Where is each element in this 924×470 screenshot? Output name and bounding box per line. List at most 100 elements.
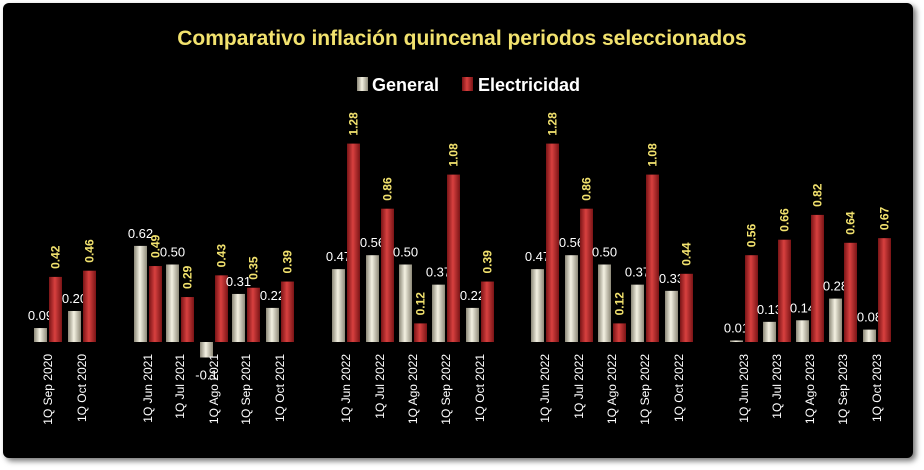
legend-swatch-general bbox=[357, 77, 368, 91]
data-label-general-3: 0.50 bbox=[160, 245, 185, 260]
legend-label-general: General bbox=[372, 75, 439, 95]
data-label-electricidad-3: 0.29 bbox=[181, 265, 195, 289]
data-label-electricidad-16: 0.44 bbox=[680, 242, 694, 266]
bar-electricidad-11 bbox=[481, 281, 494, 342]
bar-electricidad-20 bbox=[844, 242, 857, 342]
data-label-electricidad-7: 1.28 bbox=[347, 112, 361, 136]
data-label-general-5: 0.31 bbox=[226, 274, 251, 289]
data-label-general-7: 0.47 bbox=[326, 249, 351, 264]
bar-electricidad-13 bbox=[580, 208, 593, 342]
data-label-electricidad-6: 0.39 bbox=[281, 250, 295, 274]
bar-general-12 bbox=[531, 269, 544, 342]
legend-swatch-electricidad bbox=[462, 77, 473, 91]
plot-area: 0.09 0.42 1Q Sep 2020 0.20 0.46 1Q Oct 2020 0.… bbox=[28, 112, 892, 425]
data-label-electricidad-2: 0.49 bbox=[149, 234, 163, 258]
x-tick-label-19: 1Q Ago 2023 bbox=[803, 354, 817, 424]
bar-electricidad-19 bbox=[811, 214, 824, 342]
data-label-general-15: 0.37 bbox=[625, 265, 650, 280]
data-label-electricidad-20: 0.64 bbox=[844, 211, 858, 235]
bar-electricidad-12 bbox=[546, 143, 559, 342]
data-label-electricidad-11: 0.39 bbox=[481, 250, 495, 274]
data-label-general-10: 0.37 bbox=[426, 265, 451, 280]
bar-electricidad-4 bbox=[215, 275, 228, 342]
bar-general-19 bbox=[796, 320, 809, 342]
legend: General Electricidad bbox=[357, 75, 580, 95]
x-tick-label-18: 1Q Jul 2023 bbox=[770, 354, 784, 419]
bar-electricidad-2 bbox=[149, 266, 162, 342]
bar-electricidad-16 bbox=[680, 273, 693, 342]
data-label-general-8: 0.56 bbox=[360, 235, 385, 250]
bar-general-0 bbox=[34, 328, 47, 342]
bar-general-17 bbox=[730, 340, 743, 342]
x-tick-label-8: 1Q Jul 2022 bbox=[373, 354, 387, 419]
data-label-electricidad-19: 0.82 bbox=[811, 183, 825, 207]
bar-electricidad-0 bbox=[49, 276, 62, 342]
x-tick-label-2: 1Q Jun 2021 bbox=[141, 354, 155, 423]
data-label-electricidad-12: 1.28 bbox=[546, 112, 560, 136]
bar-electricidad-7 bbox=[347, 143, 360, 342]
data-label-electricidad-9: 0.12 bbox=[414, 292, 428, 316]
bar-general-20 bbox=[829, 298, 842, 342]
bar-electricidad-8 bbox=[381, 208, 394, 342]
legend-label-electricidad: Electricidad bbox=[478, 75, 580, 95]
chart-title: Comparativo inflación quincenal periodos… bbox=[177, 27, 746, 50]
data-label-general-1: 0.20 bbox=[62, 291, 87, 306]
bar-general-13 bbox=[565, 255, 578, 342]
data-label-general-19: 0.14 bbox=[790, 300, 815, 315]
bar-general-1 bbox=[68, 311, 81, 342]
bar-electricidad-18 bbox=[778, 239, 791, 342]
data-label-general-20: 0.28 bbox=[823, 279, 848, 294]
data-label-general-18: 0.13 bbox=[757, 302, 782, 317]
bar-general-5 bbox=[232, 293, 245, 342]
bar-general-4 bbox=[200, 342, 213, 358]
bar-electricidad-5 bbox=[247, 287, 260, 342]
bar-general-14 bbox=[598, 264, 611, 342]
bar-electricidad-17 bbox=[745, 255, 758, 342]
data-label-general-14: 0.50 bbox=[592, 245, 617, 260]
data-label-electricidad-18: 0.66 bbox=[778, 208, 792, 232]
data-label-general-17: 0.01 bbox=[724, 320, 749, 335]
bar-general-8 bbox=[366, 255, 379, 342]
bar-electricidad-9 bbox=[414, 323, 427, 342]
data-label-electricidad-8: 0.86 bbox=[381, 177, 395, 201]
data-label-electricidad-14: 0.12 bbox=[613, 292, 627, 316]
bar-general-6 bbox=[266, 307, 279, 342]
bar-electricidad-15 bbox=[646, 174, 659, 342]
data-label-general-16: 0.33 bbox=[659, 271, 684, 286]
bar-general-21 bbox=[863, 329, 876, 342]
bar-electricidad-3 bbox=[181, 297, 194, 342]
x-tick-label-13: 1Q Jul 2022 bbox=[572, 354, 586, 419]
x-tick-label-9: 1Q Ago 2022 bbox=[406, 354, 420, 424]
bar-general-10 bbox=[432, 284, 445, 342]
x-tick-label-20: 1Q Sep 2023 bbox=[836, 354, 850, 425]
x-tick-label-16: 1Q Oct 2022 bbox=[672, 354, 686, 422]
bar-general-9 bbox=[399, 264, 412, 342]
bar-electricidad-6 bbox=[281, 281, 294, 342]
data-label-electricidad-1: 0.46 bbox=[83, 239, 97, 263]
data-label-general-21: 0.08 bbox=[857, 310, 882, 325]
data-label-general-12: 0.47 bbox=[525, 249, 550, 264]
data-label-general-0: 0.09 bbox=[28, 308, 53, 323]
data-label-electricidad-5: 0.35 bbox=[247, 256, 261, 280]
bar-general-3 bbox=[166, 264, 179, 342]
data-label-general-6: 0.22 bbox=[260, 288, 285, 303]
data-label-general-9: 0.50 bbox=[393, 245, 418, 260]
data-label-general-13: 0.56 bbox=[559, 235, 584, 250]
x-tick-label-11: 1Q Oct 2021 bbox=[473, 354, 487, 422]
data-label-electricidad-4: 0.43 bbox=[215, 244, 229, 268]
bar-general-7 bbox=[332, 269, 345, 342]
x-tick-label-0: 1Q Sep 2020 bbox=[41, 354, 55, 425]
data-label-electricidad-15: 1.08 bbox=[646, 143, 660, 167]
bar-general-15 bbox=[631, 284, 644, 342]
data-label-electricidad-10: 1.08 bbox=[447, 143, 461, 167]
x-tick-label-4: 1Q Ago 2021 bbox=[207, 354, 221, 424]
bar-electricidad-10 bbox=[447, 174, 460, 342]
x-tick-label-6: 1Q Oct 2021 bbox=[273, 354, 287, 422]
x-tick-label-10: 1Q Sep 2022 bbox=[439, 354, 453, 425]
x-tick-label-3: 1Q Jul 2021 bbox=[173, 354, 187, 419]
data-label-electricidad-17: 0.56 bbox=[745, 224, 759, 248]
bar-electricidad-14 bbox=[613, 323, 626, 342]
bar-general-11 bbox=[466, 307, 479, 342]
data-label-electricidad-13: 0.86 bbox=[580, 177, 594, 201]
